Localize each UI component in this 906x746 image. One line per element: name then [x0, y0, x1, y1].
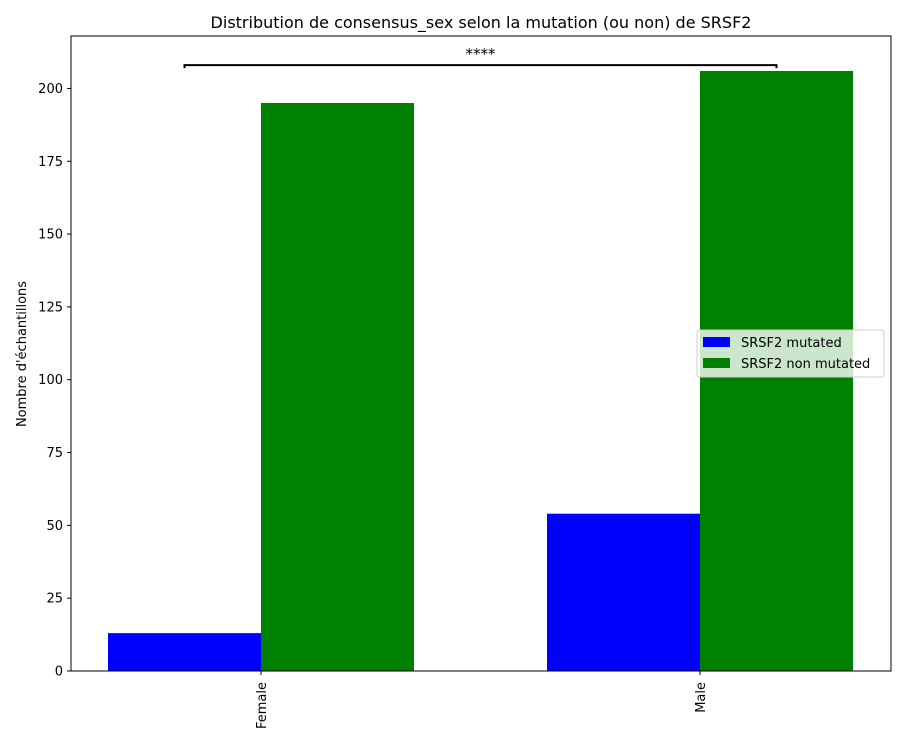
legend-label-2: SRSF2 non mutated [741, 357, 870, 372]
x-tick-label-female: Female [255, 682, 270, 729]
bar-female-series-2 [261, 102, 414, 671]
y-tick-label: 150 [38, 228, 63, 243]
legend-label-1: SRSF2 mutated [741, 336, 842, 351]
legend-box [696, 329, 885, 378]
legend-swatch-1 [703, 337, 730, 347]
y-tick-label: 0 [55, 665, 63, 680]
legend: SRSF2 mutated SRSF2 non mutated [696, 329, 885, 378]
bar-female-series-1 [108, 633, 261, 671]
legend-swatch-2 [703, 358, 730, 368]
y-axis-label: Nombre d'échantillons [15, 281, 30, 427]
annotation-layer: **** [183, 45, 778, 69]
bar-male-series-1 [547, 513, 700, 671]
x-axis: Female Male [255, 671, 709, 729]
significance-label: **** [466, 45, 497, 63]
plot-frame [70, 35, 892, 672]
chart-title: Distribution de consensus_sex selon la m… [211, 13, 752, 33]
y-tick-label: 125 [38, 300, 63, 315]
y-tick-label: 175 [38, 155, 63, 170]
x-tick-label-male: Male [694, 682, 709, 713]
y-tick-label: 25 [46, 592, 63, 607]
y-tick-label: 50 [46, 519, 63, 534]
bars-layer [108, 70, 853, 672]
y-tick-label: 100 [38, 373, 63, 388]
y-tick-label: 200 [38, 82, 63, 97]
y-tick-label: 75 [46, 446, 63, 461]
significance-bracket [183, 64, 778, 69]
y-axis: 0 25 50 75 100 125 150 175 200 [38, 82, 71, 680]
